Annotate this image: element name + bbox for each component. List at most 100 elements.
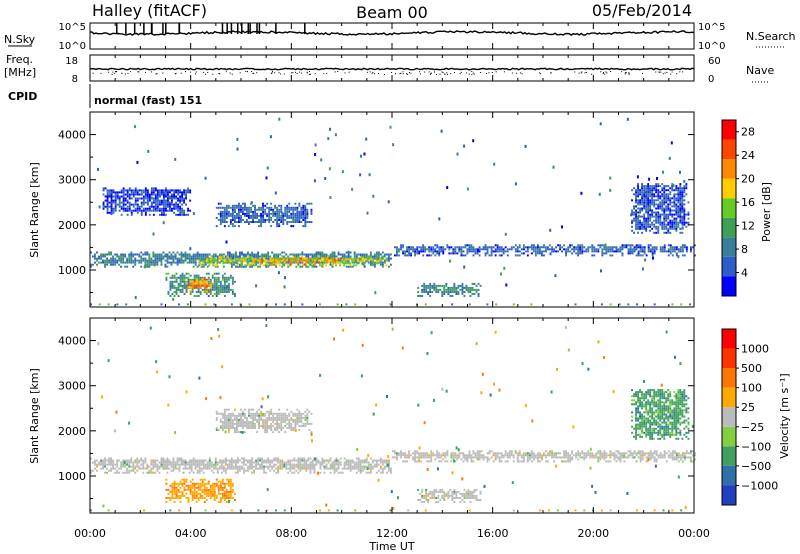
- heatmap-cell: [169, 490, 172, 493]
- nave-dot: [511, 72, 513, 74]
- heatmap-cell: [185, 280, 188, 283]
- heatmap-cell: [173, 501, 176, 503]
- heatmap-cell: [178, 459, 181, 462]
- heatmap-cell: [194, 261, 197, 264]
- heatmap-cell: [446, 460, 449, 463]
- heatmap-cell: [184, 255, 187, 258]
- heatmap-cell: [476, 452, 479, 455]
- heatmap-cell: [201, 280, 204, 283]
- scatter-cell: [174, 157, 177, 161]
- heatmap-cell: [677, 456, 680, 459]
- heatmap-cell: [205, 288, 208, 291]
- near-range-cell: [618, 303, 621, 306]
- heatmap-cell: [242, 202, 244, 205]
- scatter-cell: [503, 266, 506, 270]
- heatmap-cell: [263, 465, 265, 468]
- heatmap-cell: [173, 488, 176, 491]
- heatmap-cell: [216, 467, 219, 470]
- heatmap-cell: [166, 461, 169, 464]
- heatmap-cell: [694, 452, 696, 455]
- heatmap-cell: [655, 195, 658, 198]
- heatmap-cell: [242, 208, 244, 211]
- scatter-cell: [172, 297, 175, 301]
- heatmap-cell: [528, 458, 531, 461]
- heatmap-cell: [500, 250, 503, 253]
- heatmap-cell: [254, 258, 257, 261]
- heatmap-cell: [581, 252, 584, 255]
- heatmap-cell: [215, 276, 218, 279]
- heatmap-cell: [234, 216, 236, 219]
- heatmap-cell: [445, 284, 448, 287]
- heatmap-cell: [221, 206, 224, 209]
- heatmap-cell: [375, 258, 378, 261]
- heatmap-cell: [330, 259, 332, 262]
- heatmap-cell: [465, 288, 468, 291]
- heatmap-cell: [442, 452, 445, 455]
- heatmap-cell: [144, 459, 147, 462]
- heatmap-cell: [177, 488, 180, 491]
- heatmap-cell: [148, 213, 151, 216]
- heatmap-cell: [402, 250, 404, 253]
- heatmap-cell: [162, 255, 165, 258]
- heatmap-cell: [591, 248, 594, 251]
- heatmap-cell: [172, 257, 175, 260]
- heatmap-cell: [639, 244, 642, 247]
- heatmap-cell: [267, 257, 270, 260]
- heatmap-cell: [198, 253, 201, 256]
- heatmap-cell: [331, 262, 333, 265]
- heatmap-cell: [317, 251, 320, 254]
- heatmap-cell: [294, 258, 297, 261]
- heatmap-cell: [175, 201, 177, 204]
- heatmap-cell: [196, 465, 199, 468]
- heatmap-cell: [183, 494, 186, 497]
- heatmap-cell: [486, 250, 489, 253]
- heatmap-cell: [296, 206, 299, 209]
- heatmap-cell: [591, 254, 594, 257]
- heatmap-cell: [185, 193, 187, 196]
- heatmap-cell: [649, 456, 652, 459]
- heatmap-cell: [165, 478, 168, 481]
- heatmap-cell: [280, 221, 283, 223]
- heatmap-cell: [639, 248, 642, 251]
- heatmap-cell: [208, 253, 211, 256]
- heatmap-cell: [679, 183, 682, 186]
- heatmap-cell: [154, 187, 157, 190]
- heatmap-cell: [187, 486, 190, 489]
- heatmap-cell: [441, 291, 444, 293]
- heatmap-cell: [112, 207, 115, 210]
- heatmap-cell: [273, 463, 276, 466]
- heatmap-cell: [215, 291, 218, 293]
- heatmap-cell: [187, 280, 190, 283]
- heatmap-cell: [314, 261, 316, 264]
- heatmap-cell: [134, 261, 137, 264]
- heatmap-cell: [301, 459, 304, 462]
- heatmap-cell: [223, 212, 226, 215]
- heatmap-cell: [192, 463, 195, 466]
- heatmap-cell: [690, 452, 692, 455]
- heatmap-cell: [349, 463, 352, 466]
- heatmap-cell: [170, 253, 173, 256]
- nave-dot: [466, 72, 468, 74]
- heatmap-cell: [424, 456, 427, 459]
- heatmap-cell: [325, 253, 328, 256]
- scatter-cell: [360, 154, 362, 158]
- heatmap-cell: [263, 255, 265, 258]
- nave-dot: [195, 73, 196, 75]
- heatmap-cell: [205, 284, 208, 287]
- heatmap-cell: [343, 457, 346, 460]
- heatmap-cell: [212, 260, 215, 263]
- near-range-cell: [230, 303, 233, 306]
- heatmap-cell: [657, 231, 660, 234]
- heatmap-cell: [167, 201, 169, 204]
- heatmap-cell: [295, 465, 298, 468]
- heatmap-cell: [671, 189, 674, 192]
- heatmap-cell: [156, 209, 159, 212]
- colorbar-segment: [722, 139, 736, 160]
- heatmap-cell: [146, 261, 149, 264]
- heatmap-cell: [671, 219, 674, 222]
- heatmap-cell: [171, 207, 173, 210]
- heatmap-cell: [216, 264, 219, 267]
- heatmap-cell: [343, 262, 346, 265]
- heatmap-cell: [645, 201, 648, 204]
- heatmap-cell: [146, 253, 149, 256]
